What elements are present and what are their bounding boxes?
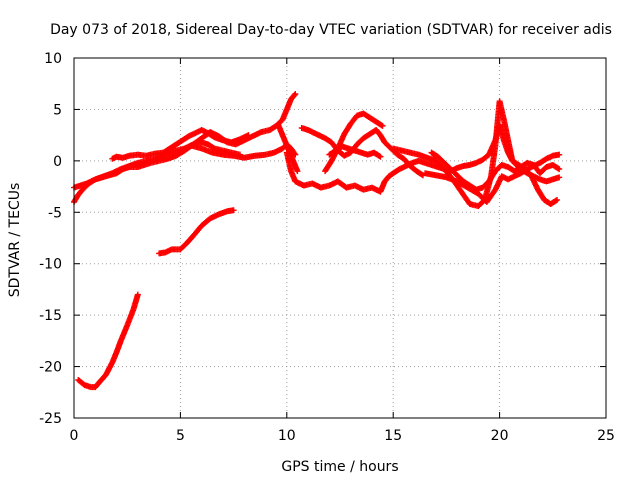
data-marks bbox=[71, 91, 563, 391]
data-point bbox=[554, 196, 561, 203]
x-tick-label: 10 bbox=[278, 428, 296, 444]
series-track-1 bbox=[75, 291, 141, 391]
series-track-5 bbox=[109, 127, 252, 162]
x-tick-label: 15 bbox=[384, 428, 402, 444]
x-tick-label: 0 bbox=[70, 428, 79, 444]
y-tick-label: -15 bbox=[39, 308, 62, 324]
data-point bbox=[556, 151, 563, 158]
data-point bbox=[230, 207, 237, 214]
y-tick-label: -20 bbox=[39, 360, 62, 376]
series-track-11 bbox=[326, 143, 384, 160]
series-track-3 bbox=[71, 139, 243, 205]
data-point bbox=[556, 174, 563, 181]
y-axis-label: SDTVAR / TECUs bbox=[7, 183, 23, 298]
data-point bbox=[379, 122, 386, 129]
series-track-6 bbox=[188, 141, 299, 161]
x-axis-label: GPS time / hours bbox=[281, 459, 398, 475]
x-tick-label: 25 bbox=[597, 428, 615, 444]
data-point bbox=[245, 132, 252, 139]
y-tick-label: -10 bbox=[39, 257, 62, 273]
series-track-2 bbox=[156, 207, 237, 257]
y-tick-label: -5 bbox=[48, 205, 62, 221]
y-tick-label: 0 bbox=[53, 154, 62, 170]
series-track-14 bbox=[422, 151, 563, 205]
data-point bbox=[377, 153, 384, 160]
data-point bbox=[294, 168, 301, 175]
series-track-4 bbox=[71, 91, 299, 191]
data-point bbox=[292, 91, 299, 97]
y-tick-label: 10 bbox=[44, 51, 62, 67]
y-tick-label: 5 bbox=[53, 102, 62, 118]
data-point bbox=[134, 291, 141, 298]
x-axis-ticks: 0 5 10 15 20 25 bbox=[70, 58, 615, 444]
data-point bbox=[291, 92, 298, 99]
data-point bbox=[556, 166, 563, 173]
chart-title: Day 073 of 2018, Sidereal Day-to-day VTE… bbox=[50, 22, 612, 38]
grid-lines bbox=[74, 58, 606, 418]
x-tick-label: 5 bbox=[176, 428, 185, 444]
y-tick-label: -25 bbox=[39, 411, 62, 427]
plot-frame bbox=[73, 57, 607, 419]
y-axis-ticks: -25 -20 -15 -10 -5 0 5 10 bbox=[39, 51, 606, 427]
x-tick-label: 20 bbox=[491, 428, 509, 444]
